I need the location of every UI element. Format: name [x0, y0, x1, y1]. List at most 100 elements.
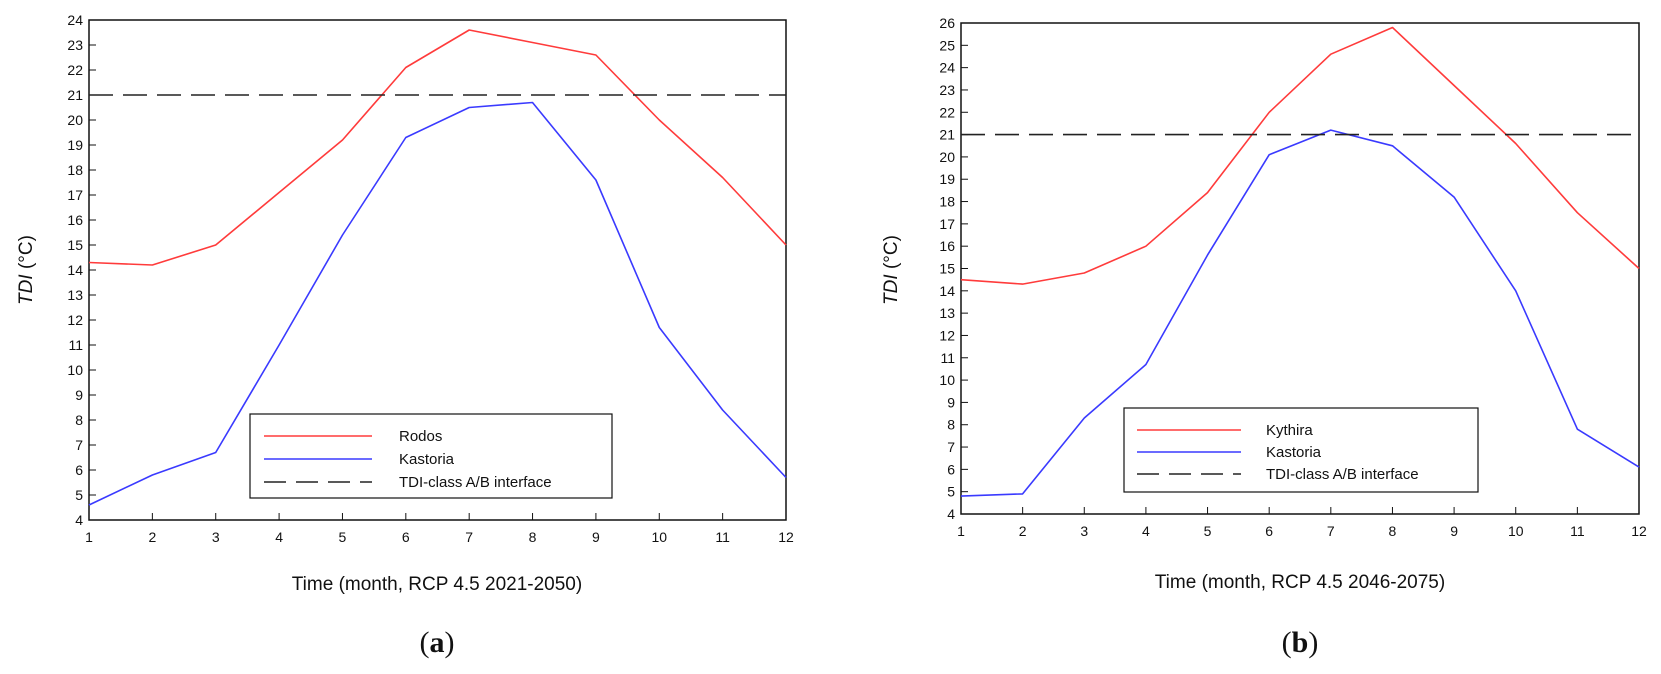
x-axis-label-b: Time (month, RCP 4.5 2046-2075)	[1155, 572, 1445, 593]
x-tick-label-a-6: 6	[402, 529, 410, 545]
y-tick-label-b-10: 10	[939, 372, 955, 388]
x-tick-label-b-4: 4	[1142, 523, 1150, 539]
y-tick-label-b-7: 7	[947, 439, 955, 455]
y-tick-label-a-4: 4	[75, 512, 83, 528]
series-line-b-kastoria	[960, 129, 1640, 497]
y-tick-label-b-15: 15	[939, 261, 955, 277]
x-tick-label-a-3: 3	[212, 529, 220, 545]
y-tick-label-a-8: 8	[75, 412, 83, 428]
y-tick-label-a-23: 23	[67, 37, 83, 53]
x-tick-label-b-8: 8	[1389, 523, 1397, 539]
y-tick-label-b-17: 17	[939, 216, 955, 232]
x-tick-label-b-3: 3	[1080, 523, 1088, 539]
y-tick-label-b-22: 22	[939, 104, 955, 120]
y-axis-label-a: TDI (°C)	[16, 235, 37, 305]
x-tick-label-a-10: 10	[651, 529, 667, 545]
x-tick-label-a-2: 2	[148, 529, 156, 545]
y-tick-label-a-12: 12	[67, 312, 83, 328]
legend-box-a	[249, 413, 613, 499]
y-tick-label-b-20: 20	[939, 149, 955, 165]
y-axis-label-b-italic: TDI	[881, 274, 902, 305]
y-tick-label-a-13: 13	[67, 287, 83, 303]
series-line-a-kastoria	[88, 101, 787, 506]
y-axis-label-a-italic: TDI	[16, 274, 37, 305]
panel-caption-b: (b)	[1282, 626, 1319, 659]
y-tick-label-b-14: 14	[939, 283, 955, 299]
y-tick-label-b-19: 19	[939, 171, 955, 187]
y-tick-label-b-6: 6	[947, 461, 955, 477]
y-ticks-b: 4 5 6 7 8 9 10 11 12 13 14 15 16 17 18 19 20 21 22 23 24 25 26	[939, 15, 968, 522]
legend-label-kythira: Kythira	[1266, 422, 1313, 439]
legend-label-interface-b: TDI-class A/B interface	[1266, 466, 1419, 483]
panel-caption-b-letter: b	[1292, 626, 1309, 659]
y-tick-label-b-26: 26	[939, 15, 955, 31]
y-tick-label-a-21: 21	[67, 87, 83, 103]
y-tick-label-a-20: 20	[67, 112, 83, 128]
series-line-a-rodos	[88, 29, 787, 266]
y-tick-label-a-22: 22	[67, 62, 83, 78]
legend-a: Rodos Kastoria TDI-class A/B interface	[249, 413, 613, 499]
y-axis-label-b-unit: (°C)	[881, 235, 902, 274]
panel-caption-a-letter: a	[430, 626, 445, 659]
y-tick-label-a-18: 18	[67, 162, 83, 178]
x-tick-label-a-5: 5	[339, 529, 347, 545]
x-tick-label-a-1: 1	[85, 529, 93, 545]
x-tick-label-a-12: 12	[778, 529, 794, 545]
x-tick-label-b-6: 6	[1265, 523, 1273, 539]
y-tick-label-b-8: 8	[947, 417, 955, 433]
y-tick-label-b-25: 25	[939, 37, 955, 53]
y-tick-label-b-5: 5	[947, 484, 955, 500]
legend-box-b	[1123, 407, 1479, 493]
y-tick-label-b-21: 21	[939, 127, 955, 143]
y-axis-label-a-unit: (°C)	[16, 235, 37, 274]
y-tick-label-a-16: 16	[67, 212, 83, 228]
legend-label-rodos: Rodos	[399, 428, 442, 445]
x-tick-label-a-8: 8	[529, 529, 537, 545]
y-tick-label-a-19: 19	[67, 137, 83, 153]
x-tick-label-a-4: 4	[275, 529, 283, 545]
x-ticks-a: 1 2 3 4 5 6 7 8 9 10 11 12	[85, 513, 794, 545]
legend-label-kastoria-a: Kastoria	[399, 451, 455, 468]
legend-label-interface-a: TDI-class A/B interface	[399, 474, 552, 491]
x-tick-label-b-12: 12	[1631, 523, 1647, 539]
y-tick-label-a-6: 6	[75, 462, 83, 478]
x-tick-label-a-7: 7	[465, 529, 473, 545]
y-axis-label-b: TDI (°C)	[881, 235, 902, 305]
y-tick-label-a-9: 9	[75, 387, 83, 403]
y-tick-label-b-18: 18	[939, 194, 955, 210]
y-tick-label-b-11: 11	[940, 350, 955, 366]
x-tick-label-b-9: 9	[1450, 523, 1458, 539]
x-tick-label-b-2: 2	[1019, 523, 1027, 539]
x-tick-label-b-10: 10	[1508, 523, 1524, 539]
x-tick-label-a-9: 9	[592, 529, 600, 545]
panel-b: 4567891011121314151617181920212223242526…	[881, 15, 1647, 659]
legend-b: Kythira Kastoria TDI-class A/B interface	[1123, 407, 1479, 493]
x-tick-label-a-11: 11	[715, 529, 730, 545]
y-tick-label-a-15: 15	[67, 237, 83, 253]
y-tick-label-a-5: 5	[75, 487, 83, 503]
x-tick-label-b-11: 11	[1570, 523, 1585, 539]
x-tick-label-b-7: 7	[1327, 523, 1335, 539]
y-tick-label-a-17: 17	[67, 187, 83, 203]
legend-label-kastoria-b: Kastoria	[1266, 444, 1322, 461]
y-tick-label-b-12: 12	[939, 327, 955, 343]
x-axis-label-a: Time (month, RCP 4.5 2021-2050)	[292, 574, 582, 595]
panel-caption-a: (a)	[420, 626, 455, 659]
y-tick-label-a-10: 10	[67, 362, 83, 378]
y-tick-label-b-9: 9	[947, 394, 955, 410]
y-tick-label-b-24: 24	[939, 60, 955, 76]
y-tick-label-b-16: 16	[939, 238, 955, 254]
y-tick-label-b-4: 4	[947, 506, 955, 522]
series-line-b-kythira	[960, 26, 1640, 285]
y-tick-label-a-24: 24	[67, 12, 83, 28]
y-tick-label-b-13: 13	[939, 305, 955, 321]
y-tick-label-a-14: 14	[67, 262, 83, 278]
y-ticks-a: 4 5 6 7 8 9 10 11 12 13 14 15 16 17 18 19 20 21 22 23 24	[67, 12, 96, 528]
x-ticks-b: 1 2 3 4 5 6 7 8 9 10 11 12	[957, 507, 1647, 539]
y-tick-label-b-23: 23	[939, 82, 955, 98]
x-tick-label-b-1: 1	[957, 523, 965, 539]
y-tick-label-a-7: 7	[75, 437, 83, 453]
series-group-b	[960, 26, 1640, 497]
